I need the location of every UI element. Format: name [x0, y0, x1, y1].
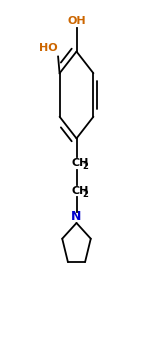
- Text: N: N: [71, 211, 82, 223]
- Text: CH: CH: [71, 158, 89, 168]
- Text: OH: OH: [68, 17, 87, 27]
- Text: CH: CH: [71, 186, 89, 196]
- Text: 2: 2: [82, 190, 88, 199]
- Text: HO: HO: [39, 42, 58, 53]
- Text: 2: 2: [82, 162, 88, 171]
